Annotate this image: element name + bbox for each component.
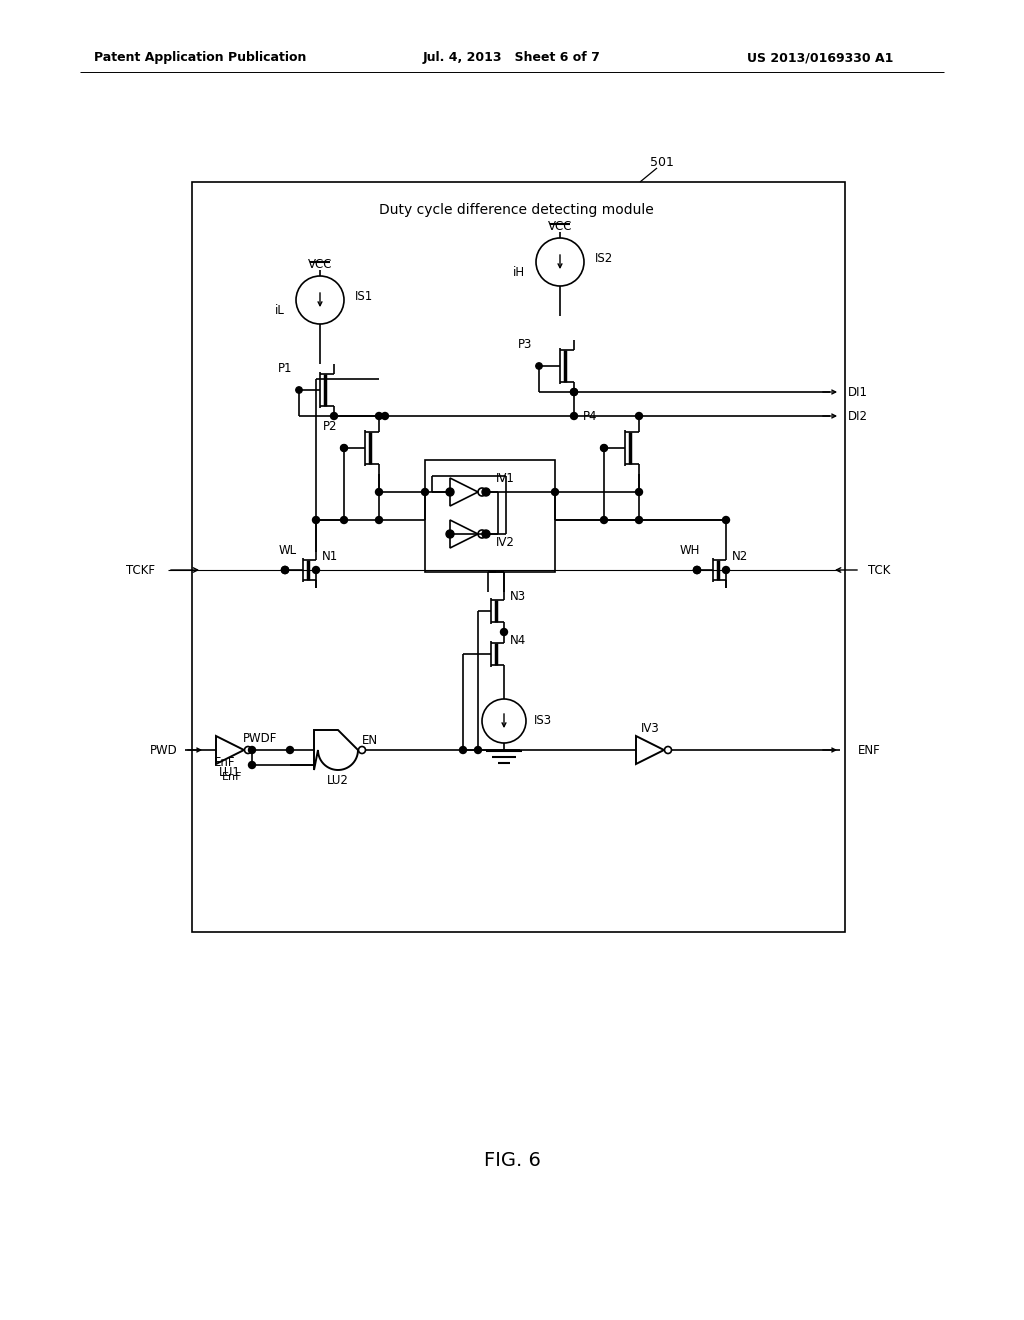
Circle shape: [636, 412, 642, 420]
Circle shape: [296, 387, 302, 393]
Text: IV3: IV3: [641, 722, 659, 734]
Text: P3: P3: [517, 338, 532, 351]
Circle shape: [331, 412, 338, 420]
Bar: [425, 459, 555, 572]
Circle shape: [600, 445, 607, 451]
Circle shape: [376, 412, 383, 420]
Text: iH: iH: [513, 265, 525, 279]
Circle shape: [723, 566, 729, 573]
Circle shape: [446, 488, 454, 496]
Text: LU2: LU2: [327, 774, 349, 787]
Circle shape: [723, 516, 729, 524]
Text: VCC: VCC: [548, 219, 572, 232]
Text: EN: EN: [361, 734, 378, 747]
Text: EnF: EnF: [214, 755, 236, 768]
Bar: [193, 182, 845, 932]
Text: N4: N4: [510, 634, 526, 647]
Text: 501: 501: [650, 157, 674, 169]
Circle shape: [341, 516, 347, 524]
Text: US 2013/0169330 A1: US 2013/0169330 A1: [746, 51, 893, 65]
Text: VCC: VCC: [308, 257, 332, 271]
Text: IS3: IS3: [534, 714, 552, 727]
Text: ENF: ENF: [858, 743, 881, 756]
Text: IV2: IV2: [496, 536, 514, 549]
Text: P2: P2: [323, 420, 337, 433]
Text: N2: N2: [732, 550, 749, 564]
Circle shape: [249, 747, 256, 754]
Circle shape: [282, 566, 289, 573]
Circle shape: [636, 488, 642, 495]
Text: DI1: DI1: [848, 385, 868, 399]
Text: EnF: EnF: [222, 772, 243, 781]
Text: DI2: DI2: [848, 409, 868, 422]
Circle shape: [382, 412, 388, 420]
Text: Jul. 4, 2013   Sheet 6 of 7: Jul. 4, 2013 Sheet 6 of 7: [423, 51, 601, 65]
Text: TCKF: TCKF: [126, 564, 155, 577]
Text: N3: N3: [510, 590, 526, 603]
Text: IS1: IS1: [355, 290, 374, 304]
Circle shape: [552, 488, 558, 495]
Circle shape: [376, 516, 383, 524]
Circle shape: [312, 516, 319, 524]
Circle shape: [341, 445, 347, 451]
Circle shape: [482, 488, 490, 496]
Circle shape: [570, 388, 578, 396]
Circle shape: [287, 747, 294, 754]
Text: PWDF: PWDF: [243, 731, 278, 744]
Text: FIG. 6: FIG. 6: [483, 1151, 541, 1170]
Circle shape: [482, 531, 490, 539]
Circle shape: [376, 488, 383, 495]
Text: WL: WL: [279, 544, 297, 557]
Circle shape: [341, 445, 347, 451]
Circle shape: [693, 566, 700, 573]
Circle shape: [446, 531, 454, 539]
Text: WH: WH: [680, 544, 700, 557]
Circle shape: [312, 566, 319, 573]
Text: IV1: IV1: [496, 471, 514, 484]
Circle shape: [501, 628, 508, 635]
Text: iL: iL: [275, 304, 285, 317]
Circle shape: [249, 762, 256, 768]
Text: P1: P1: [278, 362, 292, 375]
Text: IS2: IS2: [595, 252, 613, 265]
Circle shape: [601, 445, 607, 451]
Circle shape: [600, 516, 607, 524]
Circle shape: [474, 747, 481, 754]
Circle shape: [536, 363, 542, 370]
Circle shape: [570, 412, 578, 420]
Text: N1: N1: [322, 550, 338, 564]
Circle shape: [570, 388, 578, 396]
Circle shape: [636, 516, 642, 524]
Text: TCK: TCK: [868, 564, 891, 577]
Text: LU1: LU1: [219, 766, 241, 779]
Text: P4: P4: [583, 409, 597, 422]
Text: Patent Application Publication: Patent Application Publication: [94, 51, 306, 65]
Circle shape: [422, 488, 428, 495]
Text: Duty cycle difference detecting module: Duty cycle difference detecting module: [379, 203, 653, 216]
Circle shape: [460, 747, 467, 754]
Text: PWD: PWD: [151, 743, 178, 756]
